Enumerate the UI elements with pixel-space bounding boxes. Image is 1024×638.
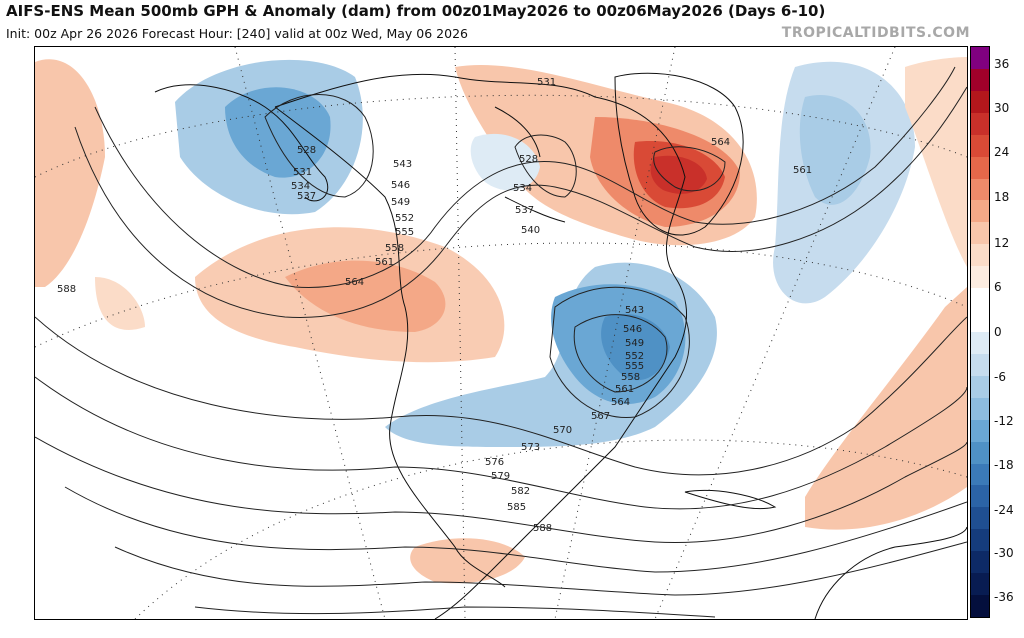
contour-label: 531 — [537, 77, 556, 88]
contour-label: 558 — [621, 372, 640, 383]
contour-label: 564 — [611, 397, 630, 408]
colorbar-segment — [971, 90, 989, 114]
contour-label: 567 — [591, 411, 610, 422]
weather-map: 528 531 534 537 543 546 549 552 555 558 … — [34, 46, 968, 620]
contour-label: 546 — [623, 324, 642, 335]
colorbar-segment — [971, 397, 989, 421]
map-canvas: 528 531 534 537 543 546 549 552 555 558 … — [35, 47, 967, 619]
brand-watermark: TROPICALTIDBITS.COM — [781, 25, 970, 41]
colorbar-segment — [971, 200, 989, 223]
anomaly-shading — [35, 57, 967, 584]
contour-label: 552 — [395, 213, 414, 224]
contour-label: 555 — [395, 227, 414, 238]
contour-label: 543 — [625, 305, 644, 316]
contour-label: 546 — [391, 180, 410, 191]
colorbar-segment — [971, 332, 989, 355]
contour-label: 537 — [297, 191, 316, 202]
contour-label: 534 — [513, 183, 532, 194]
colorbar-tick: 30 — [994, 101, 1010, 115]
colorbar-tick: -6 — [994, 370, 1006, 384]
colorbar-tick: -12 — [994, 414, 1014, 428]
colorbar-segment — [971, 266, 989, 289]
colorbar-tick: 12 — [994, 236, 1010, 250]
colorbar-segment — [971, 529, 989, 552]
contour-label: 588 — [57, 284, 76, 295]
colorbar-segment — [971, 68, 989, 92]
colorbar-segment — [971, 551, 989, 574]
map-subtitle: Init: 00z Apr 26 2026 Forecast Hour: [24… — [6, 26, 468, 41]
contour-label: 534 — [291, 181, 310, 192]
contour-labels: 528 531 534 537 543 546 549 552 555 558 … — [57, 77, 812, 534]
contour-label: 549 — [391, 197, 410, 208]
south-america-outline — [814, 526, 967, 619]
north-america-outline — [274, 73, 688, 619]
contour-label: 564 — [711, 137, 730, 148]
colorbar-segment — [971, 47, 989, 70]
anomaly-colorbar — [970, 46, 990, 618]
colorbar-segment — [971, 573, 989, 596]
contour-label: 573 — [521, 442, 540, 453]
colorbar-segment — [971, 595, 989, 618]
colorbar-segment — [971, 134, 989, 158]
colorbar-segment — [971, 310, 989, 333]
colorbar-segment — [971, 288, 989, 311]
height-contours — [35, 66, 967, 618]
contour-label: 552 — [625, 351, 644, 362]
contour-label: 531 — [293, 167, 312, 178]
alaska-outline — [154, 84, 328, 202]
colorbar-segment — [971, 507, 989, 530]
contour-label: 561 — [793, 165, 812, 176]
colorbar-segment — [971, 353, 989, 377]
colorbar-segment — [971, 463, 989, 486]
contour-label: 570 — [553, 425, 572, 436]
contour-label: 540 — [521, 225, 540, 236]
colorbar-tick: -30 — [994, 546, 1014, 560]
contour-label: 561 — [375, 257, 394, 268]
colorbar-segment — [971, 375, 989, 399]
colorbar-segment — [971, 441, 989, 465]
greenland-outline — [614, 72, 744, 236]
map-title: AIFS-ENS Mean 500mb GPH & Anomaly (dam) … — [6, 2, 826, 20]
colorbar-tick: 36 — [994, 57, 1010, 71]
contour-label: 585 — [507, 502, 526, 513]
colorbar-segment — [971, 244, 989, 267]
colorbar-tick: 0 — [994, 325, 1002, 339]
colorbar-segment — [971, 156, 989, 180]
contour-label: 555 — [625, 361, 644, 372]
graticule — [35, 47, 967, 619]
contour-label: 543 — [393, 159, 412, 170]
colorbar-tick: 24 — [994, 145, 1010, 159]
colorbar-segment — [971, 222, 989, 245]
colorbar-tick: 6 — [994, 280, 1002, 294]
contour-label: 537 — [515, 205, 534, 216]
colorbar-tick: -18 — [994, 458, 1014, 472]
contour-label: 576 — [485, 457, 504, 468]
contour-label: 564 — [345, 277, 364, 288]
colorbar-tick: -24 — [994, 503, 1014, 517]
contour-label: 561 — [615, 384, 634, 395]
contour-label: 579 — [491, 471, 510, 482]
colorbar-segment — [971, 485, 989, 508]
colorbar-segment — [971, 112, 989, 136]
colorbar-segment — [971, 178, 989, 201]
contour-label: 588 — [533, 523, 552, 534]
colorbar-segment — [971, 419, 989, 443]
contour-label: 582 — [511, 486, 530, 497]
contour-label: 528 — [297, 145, 316, 156]
cuba-outline — [684, 489, 777, 510]
contour-label: 558 — [385, 243, 404, 254]
contour-label: 549 — [625, 338, 644, 349]
coastlines — [154, 72, 967, 619]
colorbar-tick: -36 — [994, 590, 1014, 604]
contour-label: 528 — [519, 154, 538, 165]
colorbar-tick: 18 — [994, 190, 1010, 204]
